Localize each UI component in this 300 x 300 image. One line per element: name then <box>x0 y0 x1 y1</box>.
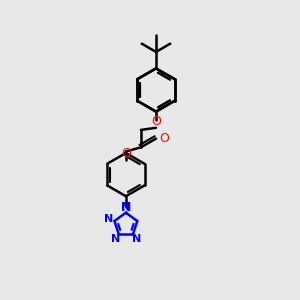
Text: N: N <box>132 234 141 244</box>
Text: N: N <box>111 234 120 244</box>
Text: O: O <box>160 132 170 145</box>
Text: N: N <box>121 201 131 214</box>
Text: O: O <box>151 115 161 128</box>
Text: N: N <box>104 214 114 224</box>
Text: O: O <box>121 146 131 160</box>
Text: N: N <box>121 202 130 212</box>
